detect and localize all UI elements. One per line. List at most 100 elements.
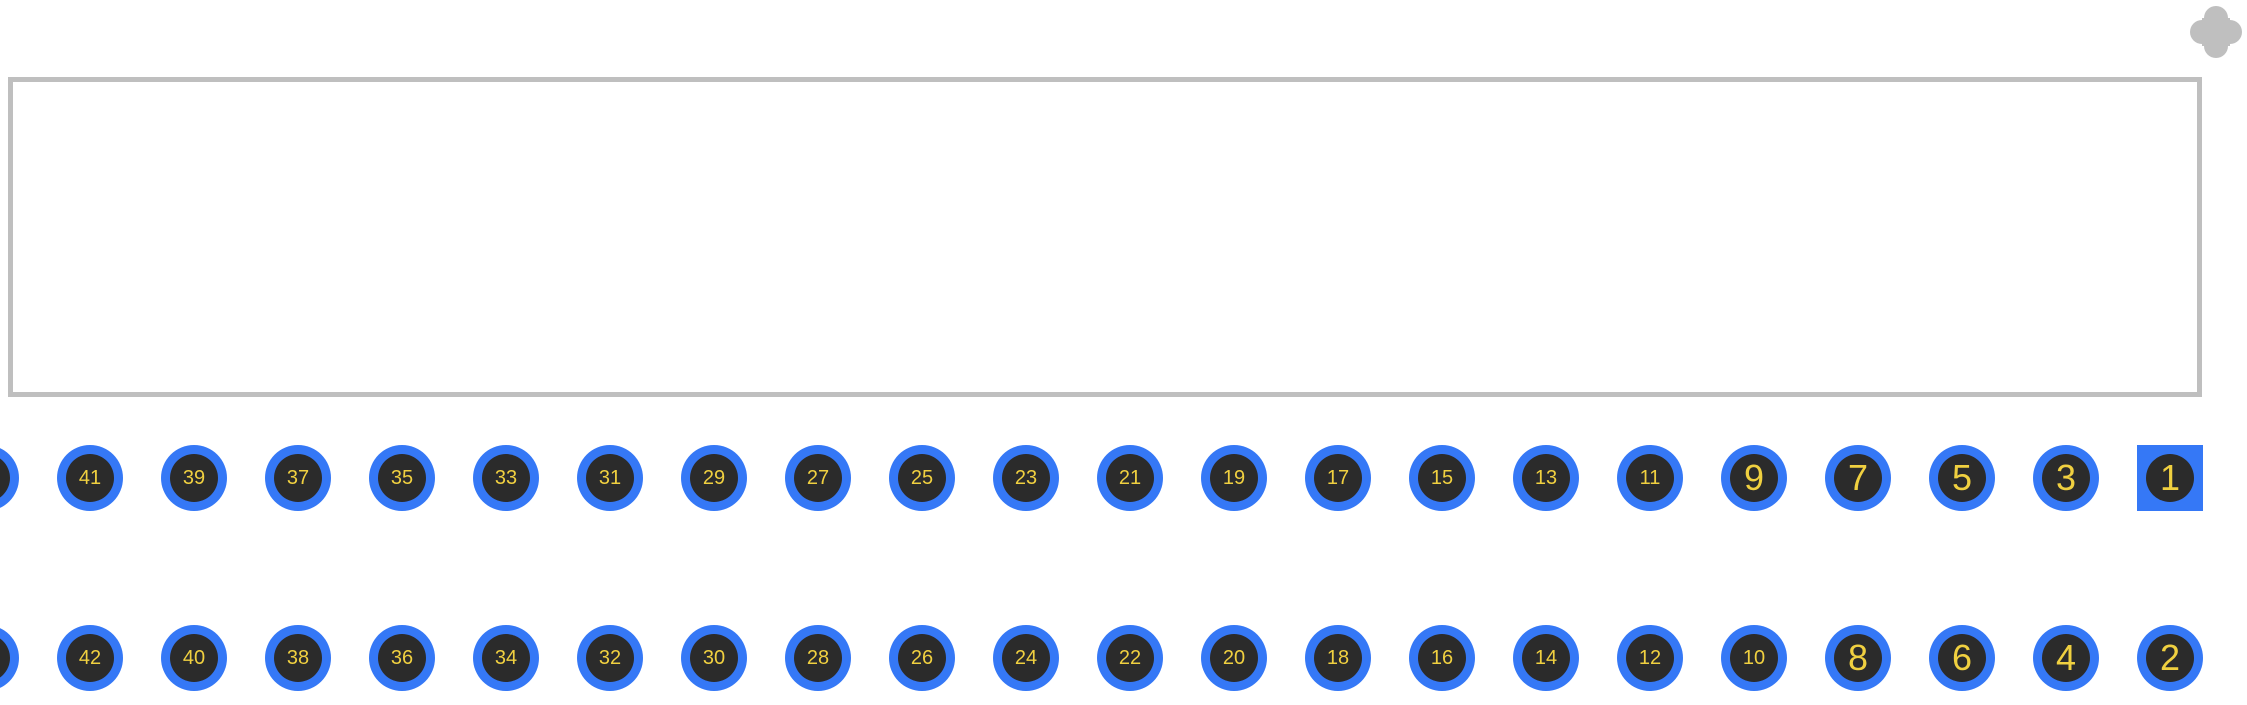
pad-inner: 41	[66, 454, 114, 502]
pad-inner: 31	[586, 454, 634, 502]
pad-inner: 24	[1002, 634, 1050, 682]
pad-inner: 2	[2146, 634, 2194, 682]
pad-inner: 32	[586, 634, 634, 682]
footprint-canvas: 1357911131517192123252729313335373941432…	[0, 0, 2247, 705]
pad-inner: 25	[898, 454, 946, 502]
pad-inner: 15	[1418, 454, 1466, 502]
pad-inner: 11	[1626, 454, 1674, 502]
pad-34: 34	[473, 625, 539, 691]
pad-label: 4	[2056, 640, 2076, 676]
pad-label: 13	[1535, 468, 1557, 488]
pad-36: 36	[369, 625, 435, 691]
pad-label: 17	[1327, 468, 1349, 488]
pad-inner: 33	[482, 454, 530, 502]
pad-20: 20	[1201, 625, 1267, 691]
pad-21: 21	[1097, 445, 1163, 511]
pad-12: 12	[1617, 625, 1683, 691]
pad-label: 36	[391, 648, 413, 668]
pad-label: 32	[599, 648, 621, 668]
pad-label: 9	[1744, 460, 1764, 496]
pad-label: 18	[1327, 648, 1349, 668]
pad-label: 27	[807, 468, 829, 488]
pad-16: 16	[1409, 625, 1475, 691]
pad-label: 22	[1119, 648, 1141, 668]
pad-inner: 6	[1938, 634, 1986, 682]
pad-inner: 17	[1314, 454, 1362, 502]
pad-inner: 26	[898, 634, 946, 682]
pad-inner: 12	[1626, 634, 1674, 682]
pad-inner: 13	[1522, 454, 1570, 502]
pad-label: 39	[183, 468, 205, 488]
pad-inner: 14	[1522, 634, 1570, 682]
pad-inner: 22	[1106, 634, 1154, 682]
pad-22: 22	[1097, 625, 1163, 691]
pad-40: 40	[161, 625, 227, 691]
pad-6: 6	[1929, 625, 1995, 691]
pad-11: 11	[1617, 445, 1683, 511]
pad-28: 28	[785, 625, 851, 691]
pad-2: 2	[2137, 625, 2203, 691]
pad-label: 30	[703, 648, 725, 668]
pad-label: 24	[1015, 648, 1037, 668]
pad-18: 18	[1305, 625, 1371, 691]
pad-inner: 7	[1834, 454, 1882, 502]
pad-label: 28	[807, 648, 829, 668]
pad-24: 24	[993, 625, 1059, 691]
pad-inner: 4	[2042, 634, 2090, 682]
pad-label: 40	[183, 648, 205, 668]
pad-label: 3	[2056, 460, 2076, 496]
pad-label: 42	[79, 648, 101, 668]
pad-10: 10	[1721, 625, 1787, 691]
pad-inner: 28	[794, 634, 842, 682]
pad-7: 7	[1825, 445, 1891, 511]
pad-label: 23	[1015, 468, 1037, 488]
pad-label: 33	[495, 468, 517, 488]
pad-inner: 21	[1106, 454, 1154, 502]
pad-inner: 34	[482, 634, 530, 682]
pad-inner: 29	[690, 454, 738, 502]
pad-label: 7	[1848, 460, 1868, 496]
pad-inner: 40	[170, 634, 218, 682]
pad-label: 21	[1119, 468, 1141, 488]
pad-39: 39	[161, 445, 227, 511]
pad-inner: 3	[2042, 454, 2090, 502]
pad-label: 41	[79, 468, 101, 488]
pad-label: 14	[1535, 648, 1557, 668]
pad-13: 13	[1513, 445, 1579, 511]
pad-label: 38	[287, 648, 309, 668]
pad-inner: 20	[1210, 634, 1258, 682]
pad-33: 33	[473, 445, 539, 511]
pad-inner: 39	[170, 454, 218, 502]
pad-8: 8	[1825, 625, 1891, 691]
pad-42: 42	[57, 625, 123, 691]
pad-inner: 1	[2146, 454, 2194, 502]
pad-inner: 18	[1314, 634, 1362, 682]
pad-inner: 37	[274, 454, 322, 502]
pad-label: 11	[1640, 468, 1661, 488]
pad-14: 14	[1513, 625, 1579, 691]
pad-label: 19	[1223, 468, 1245, 488]
pad-label: 26	[911, 648, 933, 668]
pad-label: 20	[1223, 648, 1245, 668]
pad-inner: 8	[1834, 634, 1882, 682]
pad-44: 44	[0, 625, 19, 691]
pad-inner: 36	[378, 634, 426, 682]
component-outline	[8, 77, 2202, 397]
pad-label: 8	[1848, 640, 1868, 676]
pad-38: 38	[265, 625, 331, 691]
pad-15: 15	[1409, 445, 1475, 511]
pad-label: 2	[2160, 640, 2180, 676]
pad-27: 27	[785, 445, 851, 511]
orientation-marker	[2190, 6, 2242, 58]
pad-9: 9	[1721, 445, 1787, 511]
pad-inner: 23	[1002, 454, 1050, 502]
pad-label: 35	[391, 468, 413, 488]
pad-17: 17	[1305, 445, 1371, 511]
pad-label: 16	[1431, 648, 1453, 668]
pad-label: 15	[1431, 468, 1453, 488]
pad-inner: 10	[1730, 634, 1778, 682]
pad-26: 26	[889, 625, 955, 691]
pad-inner: 42	[66, 634, 114, 682]
pad-1: 1	[2137, 445, 2203, 511]
pad-label: 31	[599, 468, 621, 488]
